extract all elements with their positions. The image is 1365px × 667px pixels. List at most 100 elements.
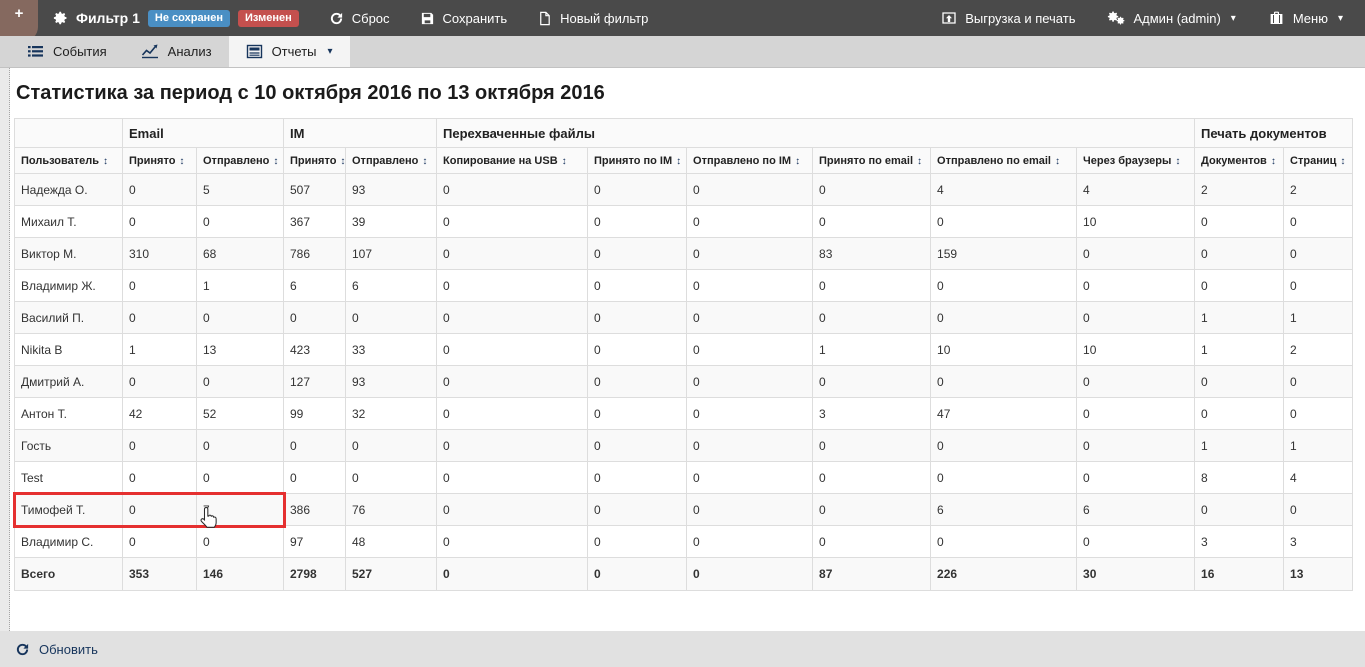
value-cell[interactable]: 3 <box>1283 525 1354 558</box>
value-cell[interactable]: 33 <box>344 333 438 366</box>
value-cell[interactable]: 0 <box>1283 205 1354 238</box>
column-header[interactable]: Отправлено по IM ↕ <box>686 147 814 174</box>
value-cell[interactable]: 0 <box>122 301 197 334</box>
value-cell[interactable]: 0 <box>812 429 932 462</box>
sort-icon[interactable]: ↕ <box>561 155 567 167</box>
value-cell[interactable]: 0 <box>196 205 284 238</box>
user-cell[interactable]: Nikita B <box>14 333 123 366</box>
sort-icon[interactable]: ↕ <box>1175 155 1181 167</box>
value-cell[interactable]: 0 <box>587 397 688 430</box>
value-cell[interactable]: 2 <box>1283 333 1354 366</box>
value-cell[interactable]: 0 <box>344 461 438 494</box>
value-cell[interactable]: 310 <box>122 237 197 270</box>
value-cell[interactable]: 0 <box>283 301 346 334</box>
value-cell[interactable]: 13 <box>196 333 284 366</box>
value-cell[interactable]: 0 <box>1283 237 1354 270</box>
value-cell[interactable]: 159 <box>930 237 1078 270</box>
value-cell[interactable]: 99 <box>283 397 346 430</box>
value-cell[interactable]: 6 <box>283 269 346 302</box>
value-cell[interactable]: 0 <box>436 365 589 398</box>
value-cell[interactable]: 6 <box>1076 493 1196 526</box>
value-cell[interactable]: 4 <box>1283 461 1354 494</box>
value-cell[interactable]: 0 <box>1194 237 1285 270</box>
column-header[interactable]: Принято по IM ↕ <box>587 147 688 174</box>
value-cell[interactable]: 0 <box>930 365 1078 398</box>
value-cell[interactable]: 68 <box>196 237 284 270</box>
value-cell[interactable]: 7 <box>196 493 284 526</box>
value-cell[interactable]: 0 <box>122 461 197 494</box>
user-cell[interactable]: Test <box>14 461 123 494</box>
value-cell[interactable]: 0 <box>436 173 589 206</box>
value-cell[interactable]: 0 <box>1076 237 1196 270</box>
column-header[interactable]: Страниц ↕ <box>1283 147 1354 174</box>
refresh-button[interactable]: Обновить <box>39 641 98 657</box>
value-cell[interactable]: 386 <box>283 493 346 526</box>
value-cell[interactable]: 0 <box>587 205 688 238</box>
value-cell[interactable]: 0 <box>930 205 1078 238</box>
add-tab-button[interactable]: + <box>0 0 38 41</box>
value-cell[interactable]: 0 <box>587 269 688 302</box>
value-cell[interactable]: 0 <box>122 205 197 238</box>
filter-name[interactable]: Фильтр 1 <box>76 10 140 26</box>
user-cell[interactable]: Михаил Т. <box>14 205 123 238</box>
sort-icon[interactable]: ↕ <box>917 155 923 167</box>
new-filter-button[interactable]: Новый фильтр <box>537 11 648 26</box>
reset-button[interactable]: Сброс <box>329 11 390 26</box>
value-cell[interactable]: 10 <box>1076 205 1196 238</box>
value-cell[interactable]: 5 <box>196 173 284 206</box>
value-cell[interactable]: 4 <box>1076 173 1196 206</box>
value-cell[interactable]: 0 <box>812 365 932 398</box>
value-cell[interactable]: 0 <box>1076 269 1196 302</box>
value-cell[interactable]: 1 <box>1194 333 1285 366</box>
value-cell[interactable]: 0 <box>436 525 589 558</box>
value-cell[interactable]: 93 <box>344 365 438 398</box>
value-cell[interactable]: 0 <box>344 301 438 334</box>
value-cell[interactable]: 0 <box>812 493 932 526</box>
export-print-button[interactable]: Выгрузка и печать <box>941 10 1075 26</box>
value-cell[interactable]: 0 <box>1076 397 1196 430</box>
value-cell[interactable]: 0 <box>436 301 589 334</box>
value-cell[interactable]: 32 <box>344 397 438 430</box>
value-cell[interactable]: 48 <box>344 525 438 558</box>
value-cell[interactable]: 0 <box>196 365 284 398</box>
value-cell[interactable]: 39 <box>344 205 438 238</box>
menu-button[interactable]: Меню ▾ <box>1268 10 1343 26</box>
value-cell[interactable]: 0 <box>1194 269 1285 302</box>
value-cell[interactable]: 107 <box>344 237 438 270</box>
sort-icon[interactable]: ↕ <box>103 155 109 167</box>
value-cell[interactable]: 0 <box>812 173 932 206</box>
value-cell[interactable]: 0 <box>436 397 589 430</box>
user-cell[interactable]: Дмитрий А. <box>14 365 123 398</box>
user-cell[interactable]: Владимир С. <box>14 525 123 558</box>
tab-analysis[interactable]: Анализ <box>124 36 229 67</box>
value-cell[interactable]: 507 <box>283 173 346 206</box>
user-cell[interactable]: Тимофей Т. <box>14 493 123 526</box>
value-cell[interactable]: 1 <box>1283 301 1354 334</box>
sort-icon[interactable]: ↕ <box>273 155 279 167</box>
value-cell[interactable]: 367 <box>283 205 346 238</box>
column-header[interactable]: Отправлено по email ↕ <box>930 147 1078 174</box>
sort-icon[interactable]: ↕ <box>179 155 185 167</box>
value-cell[interactable]: 0 <box>686 525 814 558</box>
value-cell[interactable]: 0 <box>1194 365 1285 398</box>
value-cell[interactable]: 0 <box>686 269 814 302</box>
column-header[interactable]: Документов ↕ <box>1194 147 1285 174</box>
value-cell[interactable]: 3 <box>812 397 932 430</box>
column-header[interactable]: Копирование на USB ↕ <box>436 147 589 174</box>
gear-icon[interactable] <box>52 10 68 26</box>
value-cell[interactable]: 0 <box>686 493 814 526</box>
value-cell[interactable]: 0 <box>686 397 814 430</box>
value-cell[interactable]: 0 <box>122 493 197 526</box>
value-cell[interactable]: 10 <box>1076 333 1196 366</box>
tab-reports[interactable]: Отчеты ▾ <box>228 36 350 67</box>
value-cell[interactable]: 0 <box>587 301 688 334</box>
value-cell[interactable]: 0 <box>930 525 1078 558</box>
sort-icon[interactable]: ↕ <box>422 155 428 167</box>
value-cell[interactable]: 1 <box>812 333 932 366</box>
value-cell[interactable]: 0 <box>1283 269 1354 302</box>
value-cell[interactable]: 0 <box>1283 365 1354 398</box>
value-cell[interactable]: 0 <box>812 301 932 334</box>
value-cell[interactable]: 0 <box>1076 525 1196 558</box>
admin-menu-button[interactable]: Админ (admin) ▾ <box>1107 10 1236 26</box>
sort-icon[interactable]: ↕ <box>676 155 682 167</box>
